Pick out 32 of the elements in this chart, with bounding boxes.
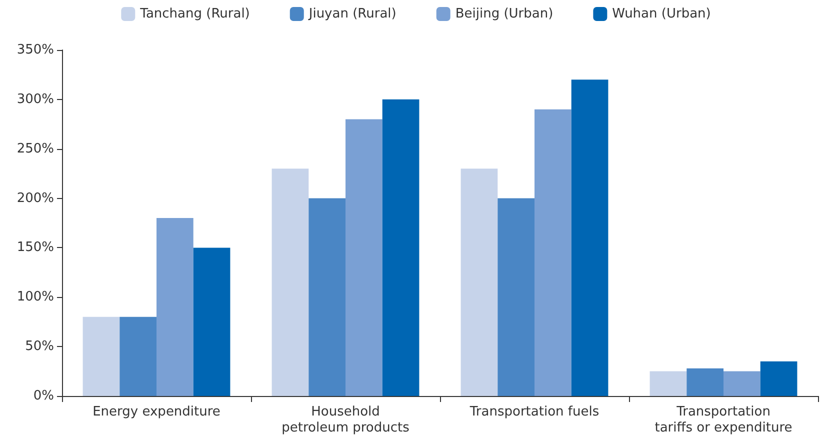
bar <box>686 368 724 396</box>
bar <box>571 80 608 396</box>
bar <box>498 198 534 396</box>
bar <box>193 248 230 396</box>
bar <box>156 218 194 396</box>
x-tick-label: Energy expenditure <box>92 404 220 420</box>
x-tick-label: Transportation tariffs or expenditure <box>654 404 792 436</box>
bar <box>760 361 798 396</box>
bar <box>272 168 309 396</box>
bar <box>724 371 760 396</box>
y-tick-label: 200% <box>16 190 54 206</box>
bar <box>650 371 687 396</box>
y-tick-label: 50% <box>25 339 54 354</box>
legend-label: Beijing (Urban) <box>455 6 554 22</box>
y-tick-label: 0% <box>33 388 54 404</box>
y-tick-label: 150% <box>16 240 54 256</box>
legend-label: Tanchang (Rural) <box>139 6 250 22</box>
x-tick-label: Household petroleum products <box>282 404 410 436</box>
bar <box>82 316 120 396</box>
y-tick-label: 350% <box>16 42 54 58</box>
bar <box>460 168 498 396</box>
y-tick-label: 250% <box>16 141 54 156</box>
y-tick-label: 100% <box>16 290 54 305</box>
bar <box>534 109 572 396</box>
bar <box>346 119 382 396</box>
bar <box>308 198 346 396</box>
x-tick-label: Transportation fuels <box>468 404 600 420</box>
legend-label: Wuhan (Urban) <box>612 6 711 22</box>
bar <box>382 99 420 396</box>
legend-label: Jiuyan (Rural) <box>308 6 396 22</box>
bar <box>120 316 156 396</box>
y-tick-label: 300% <box>16 92 54 107</box>
